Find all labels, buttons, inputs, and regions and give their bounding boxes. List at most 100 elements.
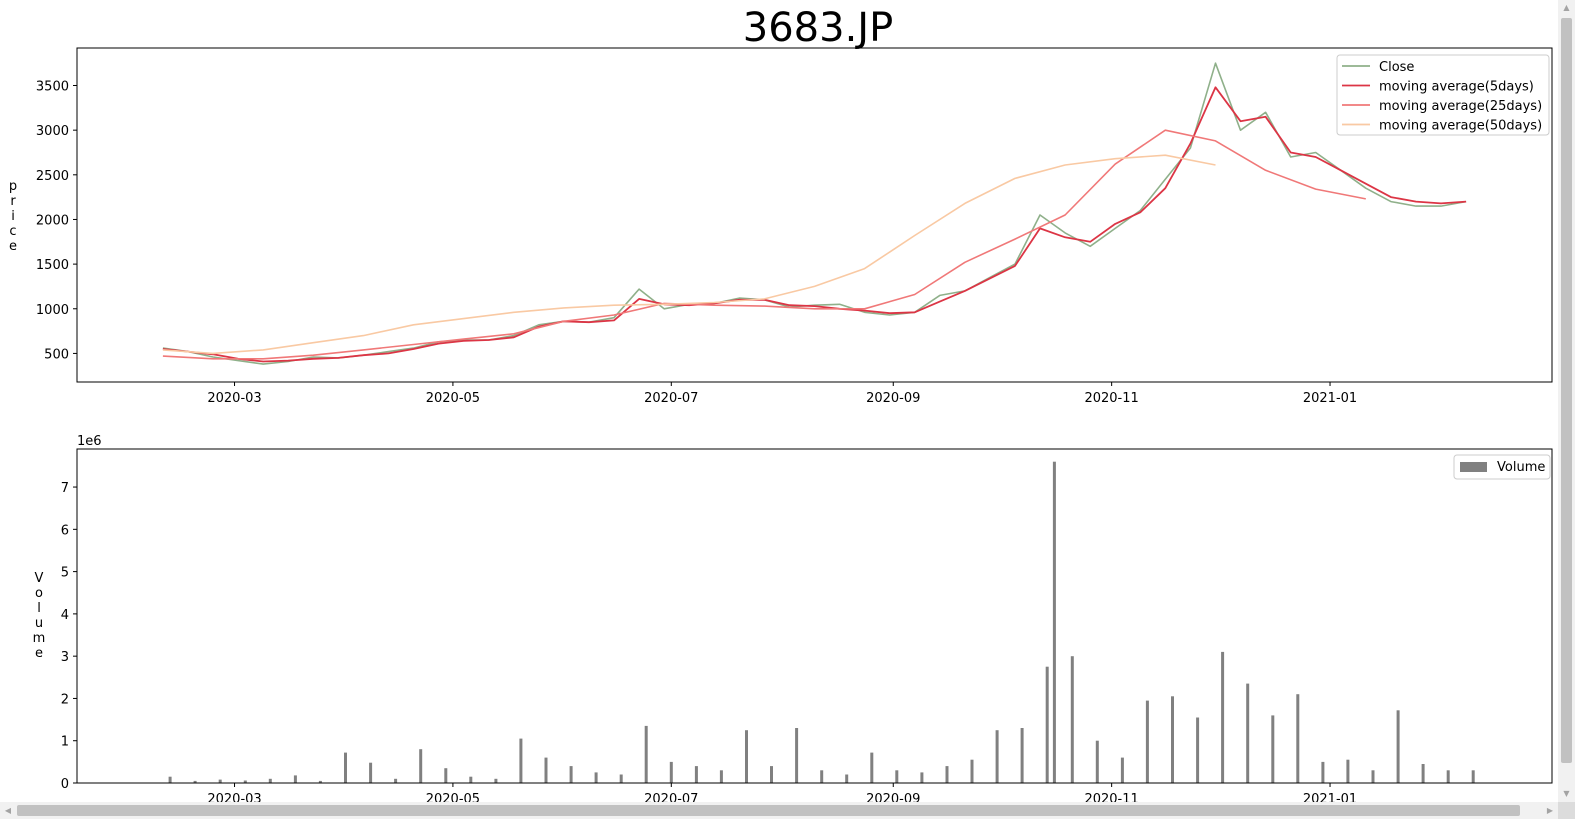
volume-bar	[243, 780, 247, 783]
volume-bar	[995, 730, 999, 783]
volume-bar	[519, 738, 523, 783]
axis-label-letter: r	[10, 194, 16, 209]
volume-bar	[1246, 683, 1250, 783]
volume-bar	[1171, 696, 1174, 783]
price-legend-box	[1336, 54, 1550, 136]
volume-bar	[845, 774, 849, 783]
horizontal-scrollbar[interactable]: ◀ ▶	[0, 802, 1558, 819]
chart-title: 3683.JP	[743, 5, 893, 51]
price-x-tick-label: 2020-07	[644, 391, 698, 406]
price-legend-entry: Close	[1379, 60, 1414, 75]
price-series-line-3	[162, 154, 1216, 355]
price-x-axis-ticks: 2020-03 2020-05 2020-07 2020-09 2020-11 2021-…	[207, 382, 1357, 406]
price-y-tick-label: 3000	[36, 124, 69, 139]
volume-legend-swatch	[1460, 462, 1487, 472]
price-y-tick-label: 500	[44, 347, 69, 362]
volume-bar	[1145, 700, 1149, 783]
axis-label-letter: p	[9, 179, 17, 194]
volume-bar	[669, 761, 673, 783]
volume-y-tick-label: 4	[61, 608, 69, 623]
volume-bar	[945, 766, 949, 783]
price-y-tick-label: 1500	[36, 258, 69, 273]
volume-legend: Volume	[1453, 454, 1551, 480]
price-legend-entry: moving average(5days)	[1379, 80, 1534, 95]
volume-legend-box	[1453, 454, 1551, 480]
price-plot-frame	[76, 47, 1553, 383]
volume-bar	[1471, 770, 1475, 783]
volume-bar	[1221, 651, 1225, 783]
volume-bar	[193, 780, 197, 783]
volume-y-tick-label: 3	[61, 650, 69, 665]
price-x-tick-label: 2020-05	[426, 391, 480, 406]
volume-bars-group	[168, 461, 1475, 783]
volume-bar	[168, 776, 172, 783]
axis-label-letter: m	[33, 631, 46, 646]
volume-bar	[1020, 728, 1024, 783]
volume-bar	[1070, 656, 1074, 783]
volume-bar	[1271, 715, 1275, 783]
price-legend-entry: moving average(50days)	[1379, 119, 1542, 134]
horizontal-scroll-thumb[interactable]	[17, 805, 1520, 816]
volume-bar	[644, 725, 648, 783]
price-y-tick-label: 3500	[36, 80, 69, 95]
axis-label-letter: u	[35, 616, 43, 631]
vertical-scrollbar[interactable]: ▲ ▼	[1558, 0, 1575, 802]
volume-bar	[318, 780, 322, 783]
axis-label-letter: e	[9, 239, 17, 254]
volume-exponent-label: 1e6	[77, 434, 102, 449]
volume-bar	[268, 778, 272, 783]
axis-label-letter: c	[9, 224, 16, 239]
volume-y-tick-label: 1	[61, 735, 69, 750]
volume-bar	[795, 728, 799, 783]
volume-bar	[745, 730, 748, 783]
volume-bar	[820, 770, 824, 783]
volume-y-tick-label: 0	[61, 777, 69, 792]
volume-bar	[469, 776, 473, 783]
volume-bar	[369, 762, 373, 783]
volume-bar	[1095, 740, 1099, 783]
volume-bar	[1296, 694, 1300, 783]
scroll-left-icon[interactable]: ◀	[4, 806, 12, 815]
volume-bar	[1052, 461, 1056, 783]
scroll-up-icon[interactable]: ▲	[1563, 3, 1570, 12]
price-legend: Close moving average(5days) moving average…	[1336, 54, 1550, 136]
volume-bar	[1045, 666, 1049, 783]
volume-bar	[419, 749, 423, 783]
volume-legend-entry: Volume	[1497, 460, 1545, 475]
axis-label-letter: e	[35, 646, 43, 661]
volume-bar	[218, 779, 222, 783]
price-y-tick-label: 1000	[36, 303, 69, 318]
volume-bar	[719, 770, 723, 783]
volume-bar	[344, 752, 347, 783]
price-series-group	[162, 62, 1467, 365]
price-y-axis-ticks: 500 1000 1500 2000 2500 3000 3500	[36, 80, 77, 362]
volume-bar	[569, 766, 573, 783]
axis-label-letter: V	[35, 571, 44, 586]
volume-bar	[970, 759, 974, 783]
volume-bar	[619, 774, 623, 783]
price-x-tick-label: 2020-09	[866, 391, 920, 406]
volume-bar	[1396, 710, 1400, 783]
volume-y-tick-label: 7	[61, 481, 69, 496]
price-x-tick-label: 2021-01	[1303, 391, 1357, 406]
volume-bar	[1446, 770, 1450, 783]
scroll-right-icon[interactable]: ▶	[1546, 806, 1554, 815]
volume-bar	[920, 772, 924, 783]
price-series-line-2	[162, 129, 1366, 360]
vertical-scroll-thumb[interactable]	[1561, 18, 1572, 763]
volume-bar	[544, 757, 548, 783]
volume-bar	[293, 775, 297, 783]
volume-bar	[1321, 761, 1325, 783]
price-legend-entry: moving average(25days)	[1379, 99, 1542, 114]
scroll-down-icon[interactable]: ▼	[1563, 789, 1570, 798]
volume-bar	[770, 766, 773, 783]
volume-bar	[444, 768, 448, 783]
volume-bar	[394, 778, 398, 783]
price-series-line-1	[162, 86, 1467, 363]
volume-bar	[1371, 770, 1375, 783]
volume-bar	[870, 752, 874, 783]
